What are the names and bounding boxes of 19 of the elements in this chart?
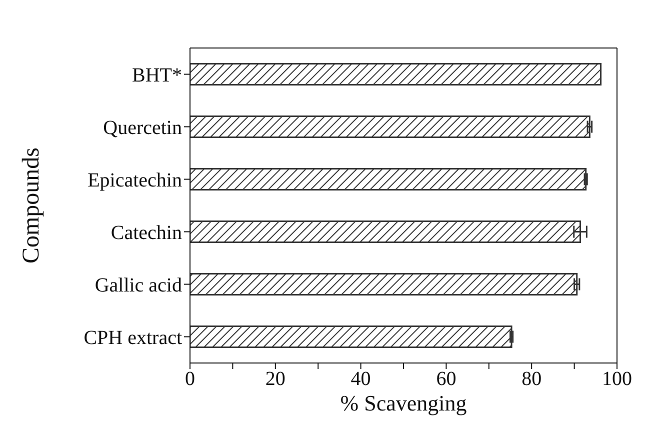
- y-tick-label: Gallic acid: [94, 274, 182, 296]
- x-tick-label: 60: [436, 368, 456, 390]
- x-tick-label: 80: [522, 368, 542, 390]
- bar: [190, 273, 578, 296]
- bar: [190, 326, 512, 348]
- x-tick-label: 20: [265, 368, 286, 390]
- x-axis-title: % Scavenging: [340, 390, 467, 416]
- y-tick-label: Catechin: [110, 222, 182, 244]
- bar: [190, 63, 602, 86]
- x-tick-label: 0: [185, 368, 195, 390]
- x-tick-label: 40: [350, 368, 371, 390]
- y-tick-label: Epicatechin: [88, 169, 182, 192]
- bar: [190, 168, 587, 190]
- x-tick-label: 100: [602, 368, 632, 390]
- y-tick-label: Quercetin: [103, 116, 182, 139]
- y-tick-label: BHT*: [132, 64, 182, 86]
- y-tick-label: CPH extract: [84, 326, 182, 349]
- y-axis-title: Compounds: [18, 147, 45, 264]
- bar: [190, 116, 590, 138]
